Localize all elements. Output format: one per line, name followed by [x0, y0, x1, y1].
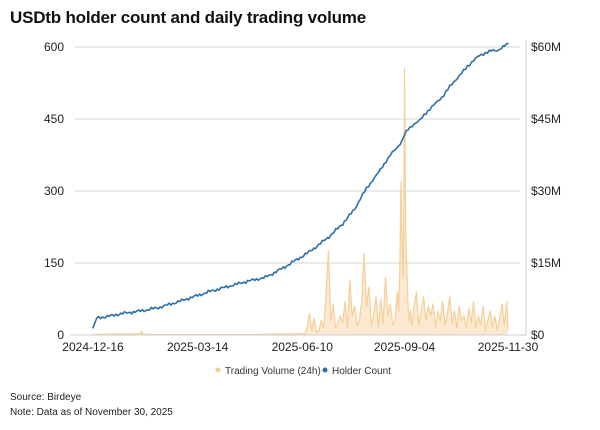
- legend-label-volume: Trading Volume (24h): [225, 366, 321, 377]
- y-left-tick-label: 300: [44, 184, 64, 198]
- y-left-tick-label: 450: [44, 112, 64, 126]
- holder-count-line: [92, 42, 509, 329]
- legend-label-holder: Holder Count: [332, 366, 391, 377]
- y-left-tick-label: 150: [44, 256, 64, 270]
- volume-series: [92, 67, 509, 336]
- axes: 0 $0 150 $15M 300 $30M 450 $45M 600 $60M 2024-12-1…: [44, 40, 561, 354]
- y-right-tick-label: $15M: [531, 256, 561, 270]
- chart-title: USDtb holder count and daily trading vol…: [10, 8, 366, 27]
- legend-marker-volume: [215, 367, 221, 373]
- gridlines: [75, 46, 520, 264]
- y-right-tick-label: $60M: [531, 40, 561, 54]
- y-left-tick-label: 0: [57, 328, 64, 342]
- source-note: Source: Birdeye: [10, 392, 82, 403]
- y-left-tick-label: 600: [44, 40, 64, 54]
- trading-volume-area: [93, 68, 508, 335]
- x-tick-label: 2025-11-30: [478, 340, 539, 354]
- holder-series: [92, 42, 509, 329]
- x-tick-label: 2024-12-16: [62, 340, 124, 354]
- x-tick-label: 2025-09-04: [374, 340, 436, 354]
- legend-marker-holder: [322, 367, 328, 373]
- legend: Trading Volume (24h) Holder Count: [215, 366, 391, 377]
- y-right-tick-label: $0: [531, 328, 545, 342]
- trading-volume-line: [92, 67, 509, 336]
- x-tick-label: 2025-06-10: [272, 340, 334, 354]
- y-right-tick-label: $30M: [531, 184, 561, 198]
- data-note: Note: Data as of November 30, 2025: [10, 407, 173, 418]
- x-tick-label: 2025-03-14: [167, 340, 229, 354]
- y-right-tick-label: $45M: [531, 112, 561, 126]
